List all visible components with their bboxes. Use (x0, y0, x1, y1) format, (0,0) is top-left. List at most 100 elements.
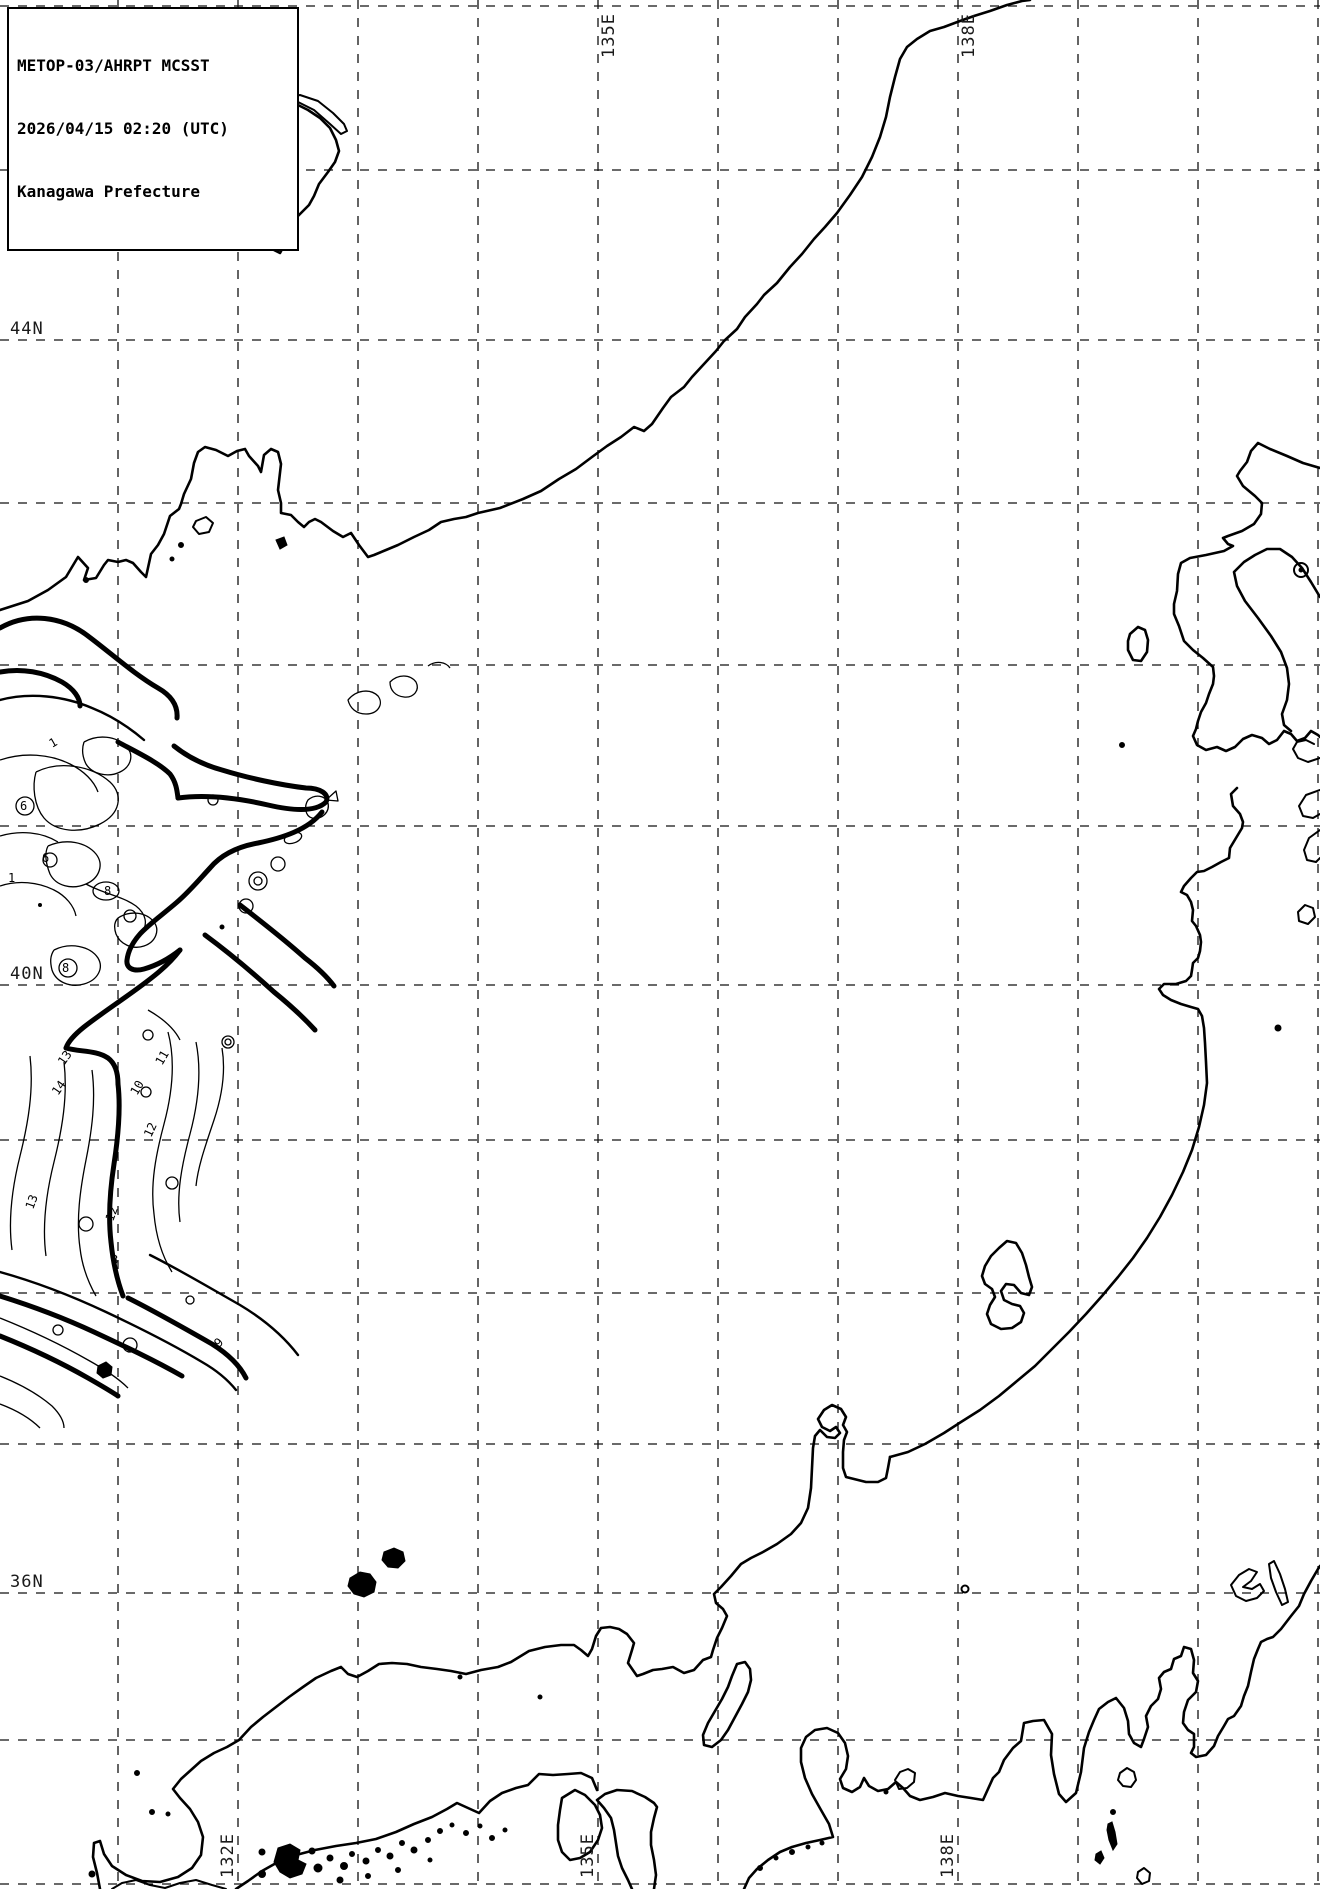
sst-value-label: 13 (55, 1048, 75, 1068)
sst-value-label: 11 (152, 1048, 171, 1068)
island-russky (192, 516, 214, 535)
sst-front-ridge (124, 809, 325, 973)
sst-isoline (148, 1253, 300, 1357)
sst-isoline (9, 1055, 32, 1251)
sst-value-label: 1 (47, 735, 60, 751)
latitude-label: 36N (10, 1572, 44, 1592)
islet-sanin (149, 1809, 155, 1815)
island-toshima (1110, 1809, 1116, 1815)
sst-front-ridge (237, 902, 337, 989)
islet (395, 1867, 401, 1873)
sst-front-ridge (0, 1293, 185, 1379)
sst-isoline (114, 912, 158, 948)
sst-isoline (50, 945, 101, 986)
islet (349, 1851, 355, 1857)
island-kozushima (1094, 1850, 1105, 1865)
islet-tokai (883, 1789, 889, 1795)
coastline-funka-bay (1232, 547, 1320, 733)
sst-eddy (58, 958, 78, 978)
sst-value-label: 12 (141, 1120, 160, 1139)
sst-isoline (82, 736, 132, 776)
sst-eddy (221, 1035, 235, 1049)
longitude-label-top: 138E (959, 13, 979, 58)
sst-isoline (33, 765, 119, 831)
sst-isoline (45, 841, 101, 888)
sst-dot (38, 903, 42, 907)
islet (410, 1846, 418, 1854)
sst-eddy (185, 1295, 195, 1305)
longitude-label-top: 135E (599, 13, 619, 58)
sst-value-label: 14 (49, 1078, 69, 1098)
lake-biwa (701, 1660, 753, 1749)
islet (399, 1840, 405, 1846)
sst-eddy (248, 871, 268, 891)
sst-value-label: 6 (42, 851, 49, 865)
sst-eddy (122, 1337, 138, 1353)
sst-isoline (195, 1047, 225, 1187)
sst-eddy (140, 1086, 152, 1098)
islet-funka-bay (1298, 567, 1304, 573)
islet-tsugaru-strait (1119, 742, 1125, 748)
sst-front-ridge (0, 1333, 121, 1399)
islet-wakasa (457, 1674, 463, 1680)
sst-isoline (0, 831, 59, 843)
sst-eddy (238, 898, 254, 914)
cape-omaezaki-cluster (894, 1768, 916, 1790)
sst-isoline (0, 694, 146, 742)
sst-isoline (0, 1403, 41, 1429)
islet (365, 1873, 371, 1879)
coastline-mutsu-fragment-1 (1298, 789, 1320, 819)
islet (819, 1840, 825, 1846)
sst-dot (219, 924, 225, 930)
satellite-product-title: METOP-03/AHRPT MCSST (17, 56, 210, 75)
sst-front-ridge (171, 743, 330, 812)
coastline-hokkaido-west (1172, 441, 1320, 753)
coastline-osaka-bay (595, 1788, 659, 1889)
coastline-mutsu-fragment-2 (1303, 829, 1320, 863)
coastline-primorye-korea (0, 0, 1032, 612)
sst-value-label: 12 (103, 1205, 121, 1223)
island-oki-dogo (347, 1571, 377, 1598)
islet (340, 1862, 348, 1870)
island-awaji (556, 1788, 604, 1862)
sst-eddy (123, 909, 137, 923)
islet (169, 556, 175, 562)
islet (805, 1844, 811, 1850)
seto-inland-sea-islands (258, 1822, 508, 1884)
sst-isoline (178, 1041, 200, 1223)
map-info-box: METOP-03/AHRPT MCSST 2026/04/15 02:20 (U… (7, 7, 299, 251)
islet (326, 1854, 334, 1862)
islet (258, 1848, 266, 1856)
sst-eddy (207, 794, 219, 806)
sst-front-ridge (63, 1045, 121, 1087)
island-okushiri (1126, 625, 1150, 663)
sst-eddy-fish (305, 790, 339, 819)
sst-isoline (43, 1061, 66, 1257)
islet-sanin (134, 1770, 140, 1776)
sst-eddy (224, 1038, 232, 1046)
graticule-labels: 44N 40N 36N 132E 135E 135E 138E 138E (10, 13, 979, 1878)
islet-offshore (1274, 1024, 1282, 1032)
island-funka-bay (1293, 562, 1309, 578)
longitude-label-bottom: 138E (938, 1833, 958, 1878)
sst-front-ridge (63, 947, 183, 1051)
islet (258, 1870, 266, 1878)
sst-eddy (389, 675, 418, 698)
islet (308, 1847, 316, 1855)
region-name: Kanagawa Prefecture (17, 182, 201, 201)
sst-value-label: 1 (8, 871, 15, 885)
island-izu-oshima (1117, 1767, 1137, 1788)
islet (789, 1849, 795, 1855)
lake-kasumigaura (1230, 1568, 1265, 1602)
island-niijima (1106, 1821, 1118, 1852)
sst-front-ridge (0, 667, 83, 709)
coastline-kii-ise-tokai-boso (742, 1564, 1320, 1889)
islet-wakasa (537, 1694, 543, 1700)
lake-suwa (960, 1584, 970, 1594)
sst-isoline (85, 883, 147, 933)
sst-isoline (0, 1375, 65, 1429)
islet-shimonoseki (88, 1870, 96, 1878)
sst-value-label: 10 (127, 1078, 146, 1098)
